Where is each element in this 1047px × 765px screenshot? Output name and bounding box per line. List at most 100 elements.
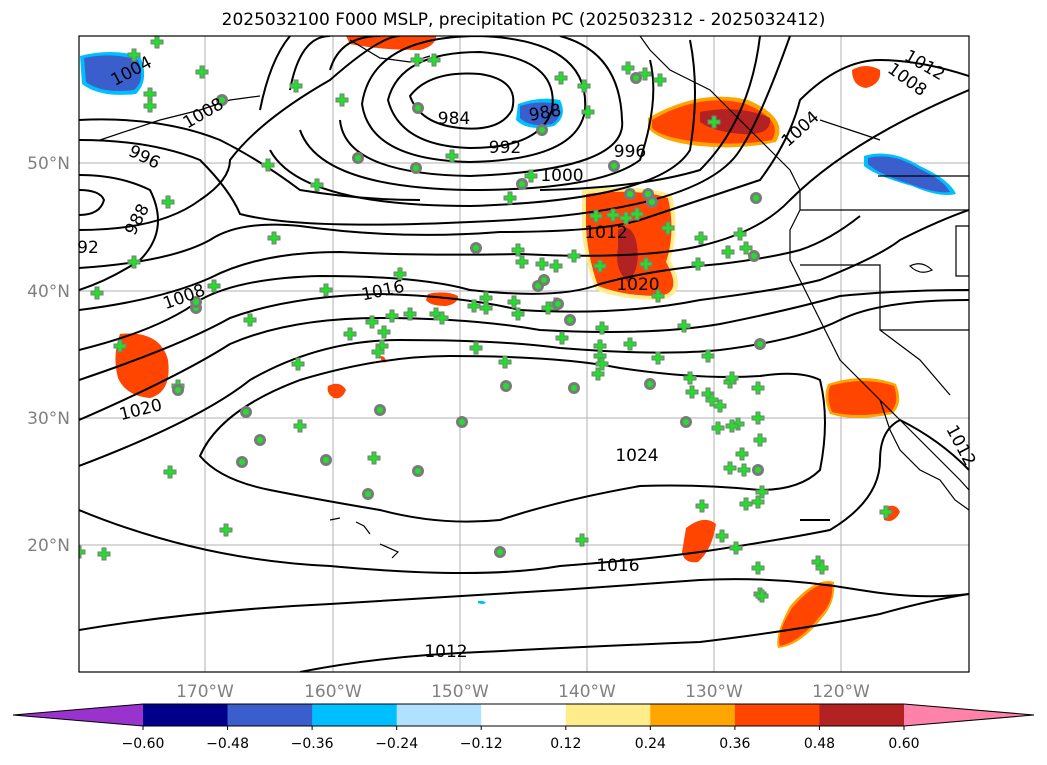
station-marker-cross bbox=[739, 497, 753, 511]
station-marker-dot bbox=[459, 419, 465, 425]
station-marker-cross bbox=[467, 299, 481, 313]
station-marker-cross bbox=[195, 65, 209, 79]
station-marker-cross bbox=[503, 191, 517, 205]
station-marker-cross bbox=[498, 355, 512, 369]
colorbar: −0.60 −0.48 −0.36 −0.24 −0.12 0.12 0.24 0.36 0.4… bbox=[12, 703, 1035, 752]
lat-label: 30°N bbox=[27, 409, 70, 429]
station-marker-cross bbox=[289, 79, 303, 93]
station-marker-cross bbox=[150, 36, 164, 49]
station-marker-cross bbox=[593, 259, 607, 273]
station-marker-cross bbox=[143, 99, 157, 113]
station-marker-cross bbox=[751, 381, 765, 395]
station-marker-dot bbox=[539, 127, 545, 133]
contour-label: 1024 bbox=[615, 446, 658, 466]
colorbar-tick-label: 0.12 bbox=[550, 736, 581, 752]
station-marker-cross bbox=[261, 158, 275, 172]
colorbar-segment bbox=[819, 704, 905, 726]
station-marker-cross bbox=[729, 541, 743, 555]
contour-label: 1020 bbox=[616, 275, 659, 295]
station-marker-cross bbox=[479, 301, 493, 315]
station-marker-cross bbox=[595, 357, 609, 371]
station-marker-cross bbox=[555, 331, 569, 345]
station-marker-cross bbox=[427, 53, 441, 67]
lon-label: 120°W bbox=[812, 682, 870, 702]
station-marker-cross bbox=[694, 231, 708, 245]
station-marker-dot bbox=[257, 437, 263, 443]
station-marker-cross bbox=[291, 357, 305, 371]
station-marker-cross bbox=[589, 209, 603, 223]
lon-label: 170°W bbox=[176, 682, 234, 702]
colorbar-tick-label: −0.36 bbox=[291, 736, 334, 752]
station-marker-cross bbox=[707, 115, 721, 129]
station-marker-cross bbox=[661, 221, 675, 235]
lon-axis-labels: 170°W 160°W 150°W 140°W 130°W 120°W bbox=[176, 682, 870, 702]
station-marker-cross bbox=[410, 53, 424, 67]
station-marker-cross bbox=[469, 341, 483, 355]
colorbar-extend-low bbox=[13, 704, 143, 726]
station-marker-cross bbox=[815, 561, 829, 575]
station-marker-cross bbox=[751, 561, 765, 575]
colorbar-segment bbox=[143, 704, 229, 726]
station-marker-cross bbox=[711, 421, 725, 435]
station-marker-dot bbox=[473, 245, 479, 251]
contour-label: 1012 bbox=[584, 223, 627, 243]
station-marker-cross bbox=[685, 385, 699, 399]
station-marker-cross bbox=[535, 257, 549, 271]
contour-label: 992 bbox=[489, 138, 521, 158]
station-marker-cross bbox=[90, 286, 104, 300]
station-marker-cross bbox=[751, 411, 765, 425]
station-marker-cross bbox=[591, 367, 605, 381]
station-marker-cross bbox=[683, 371, 697, 385]
station-marker-cross bbox=[639, 257, 653, 271]
colorbar-tick-label: −0.12 bbox=[460, 736, 503, 752]
colorbar-segment bbox=[312, 704, 398, 726]
station-marker-cross bbox=[403, 307, 417, 321]
station-marker-dot bbox=[415, 105, 421, 111]
map-title: 2025032100 F000 MSLP, precipitation PC (… bbox=[221, 10, 826, 30]
station-marker-cross bbox=[219, 523, 233, 537]
station-marker-cross bbox=[593, 339, 607, 353]
station-marker-cross bbox=[79, 545, 86, 559]
station-marker-cross bbox=[630, 207, 644, 221]
station-marker-cross bbox=[567, 249, 581, 263]
station-marker-dot bbox=[239, 459, 245, 465]
station-marker-dot bbox=[219, 97, 225, 103]
station-marker-cross bbox=[293, 419, 307, 433]
station-marker-dot bbox=[535, 283, 541, 289]
precipitation-negative bbox=[80, 52, 956, 604]
station-marker-cross bbox=[549, 259, 563, 273]
station-marker-cross bbox=[755, 589, 769, 603]
station-marker-cross bbox=[619, 211, 633, 225]
station-marker-cross bbox=[623, 337, 637, 351]
station-marker-cross bbox=[755, 485, 769, 499]
station-marker-dot bbox=[193, 299, 199, 305]
station-marker-dot bbox=[627, 191, 633, 197]
station-marker-dot bbox=[503, 383, 509, 389]
station-marker-cross bbox=[725, 419, 739, 433]
station-marker-cross bbox=[343, 327, 357, 341]
station-marker-cross bbox=[371, 345, 385, 359]
station-marker-cross bbox=[243, 313, 257, 327]
station-marker-cross bbox=[319, 283, 333, 297]
colorbar-tick-label: −0.24 bbox=[375, 736, 418, 752]
station-marker-cross bbox=[606, 208, 620, 222]
station-marker-dot bbox=[755, 467, 761, 473]
colorbar-tick-label: 0.60 bbox=[888, 736, 919, 752]
colorbar-segment bbox=[396, 704, 482, 726]
lat-label: 20°N bbox=[27, 536, 70, 556]
colorbar-extend-high bbox=[904, 704, 1034, 726]
station-marker-dot bbox=[355, 155, 361, 161]
station-marker-dot bbox=[175, 387, 181, 393]
station-marker-dot bbox=[567, 317, 573, 323]
lat-axis-labels: 50°N 40°N 30°N 20°N bbox=[27, 154, 70, 556]
station-marker-cross bbox=[161, 195, 175, 209]
station-marker-dot bbox=[571, 385, 577, 391]
station-markers bbox=[79, 36, 893, 603]
gridlines bbox=[79, 36, 969, 672]
station-marker-cross bbox=[435, 311, 449, 325]
station-marker-cross bbox=[677, 319, 691, 333]
contour-label: 984 bbox=[438, 109, 470, 129]
station-marker-dot bbox=[683, 419, 689, 425]
station-marker-dot bbox=[611, 163, 617, 169]
